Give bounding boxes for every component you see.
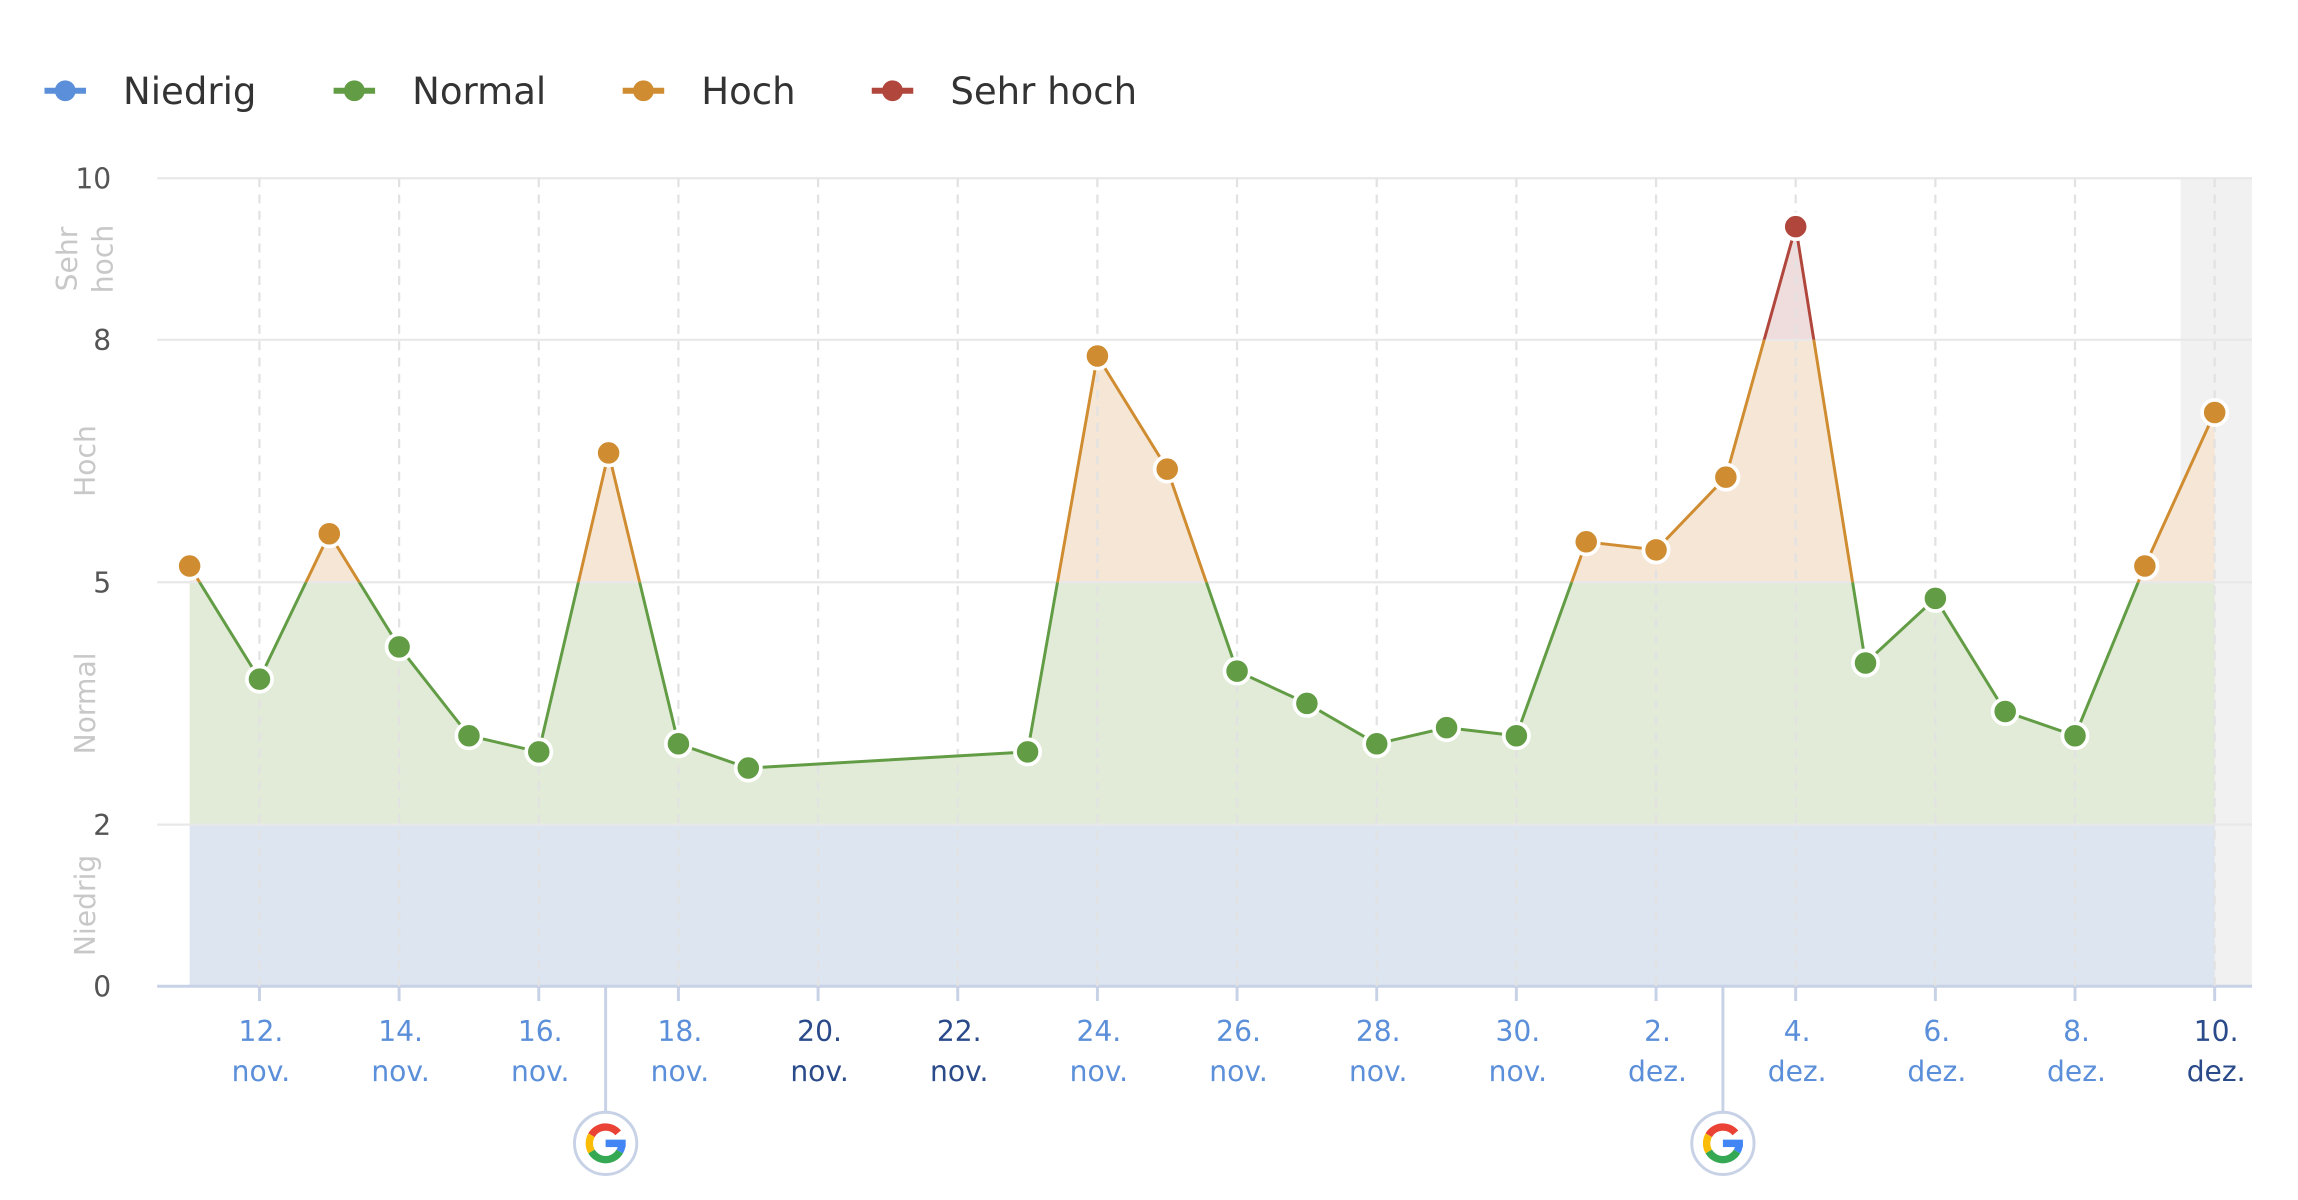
data-point-15-nov[interactable] (454, 721, 484, 751)
x-axis: 12. nov. 14. nov. 16. nov. 18. nov. 20. nov. 22. no… (232, 986, 2246, 1088)
grid (157, 177, 2253, 988)
x-tick-month: dez. (2187, 1055, 2246, 1088)
area-fill-sehr-hoch (1764, 226, 1814, 340)
data-point-11-nov[interactable] (175, 551, 205, 581)
google-update-marker[interactable] (1690, 986, 1756, 1176)
y-axis: 0 2 5 8 10 Niedrig Normal Hoch Sehr hoch (51, 163, 120, 1004)
y-tick-label: 8 (93, 324, 111, 357)
x-tick-month: nov. (1209, 1055, 1268, 1088)
x-tick-day: 14. (378, 1015, 423, 1048)
area-fill-niedrig (189, 824, 2215, 987)
legend-item-hoch[interactable]: Hoch (622, 70, 796, 113)
x-tick-month: nov. (511, 1055, 569, 1088)
y-tick-label: 10 (75, 163, 111, 196)
google-icon (585, 1123, 626, 1164)
data-point-9-dez[interactable] (2130, 551, 2160, 581)
google-update-markers (573, 986, 1756, 1176)
data-point-7-dez[interactable] (1990, 697, 2020, 726)
y-tick-label: 2 (93, 809, 111, 842)
x-tick-day: 2. (1644, 1015, 1671, 1048)
legend-item-niedrig[interactable]: Niedrig (44, 70, 256, 113)
data-point-3-dez[interactable] (1711, 462, 1741, 492)
data-point-24-nov[interactable] (1082, 341, 1112, 371)
band-axis-label: Niedrig (69, 855, 102, 956)
x-tick-month: nov. (930, 1055, 989, 1088)
y-tick-label: 5 (93, 567, 111, 600)
data-point-13-nov[interactable] (314, 519, 344, 549)
x-tick-day: 30. (1495, 1015, 1540, 1048)
band-axis-label: hoch (87, 225, 120, 293)
x-tick-day: 8. (2063, 1015, 2090, 1048)
legend: Niedrig Normal Hoch Sehr hoch (44, 70, 1137, 113)
x-tick-month: dez. (1628, 1055, 1687, 1088)
x-tick-month: nov. (790, 1055, 849, 1088)
data-point-30-nov[interactable] (1501, 721, 1531, 751)
legend-marker-icon (343, 80, 365, 102)
x-tick-month: nov. (232, 1055, 291, 1088)
x-tick-day: 18. (658, 1015, 703, 1048)
x-tick-day: 26. (1216, 1015, 1261, 1048)
data-point-16-nov[interactable] (524, 737, 554, 767)
data-point-14-nov[interactable] (384, 632, 414, 662)
data-point-18-nov[interactable] (663, 729, 693, 759)
legend-item-sehr-hoch[interactable]: Sehr hoch (871, 70, 1137, 113)
data-point-27-nov[interactable] (1292, 688, 1322, 718)
x-tick-day: 6. (1923, 1015, 1950, 1048)
legend-marker-icon (54, 80, 76, 102)
x-tick-day: 12. (239, 1015, 284, 1048)
x-tick-month: nov. (1070, 1055, 1129, 1088)
legend-label: Normal (412, 70, 546, 113)
marker-circle (573, 1110, 639, 1176)
data-points (175, 212, 2230, 783)
data-point-23-nov[interactable] (1013, 737, 1043, 767)
legend-label: Hoch (701, 70, 795, 113)
x-tick-month: nov. (1489, 1055, 1548, 1088)
band-axis-label: Sehr (51, 226, 84, 291)
band-axis-label: Hoch (69, 425, 102, 497)
area-fill-hoch (189, 339, 2215, 583)
x-tick-day: 16. (518, 1015, 563, 1048)
band-axis-label: Normal (69, 652, 102, 754)
data-point-28-nov[interactable] (1362, 729, 1392, 759)
data-point-26-nov[interactable] (1222, 656, 1252, 686)
data-point-12-nov[interactable] (244, 664, 274, 694)
data-point-17-nov[interactable] (594, 438, 624, 468)
x-tick-month: nov. (371, 1055, 430, 1088)
x-tick-day: 24. (1076, 1015, 1121, 1048)
x-tick-month: nov. (1349, 1055, 1408, 1088)
data-point-29-nov[interactable] (1432, 713, 1462, 743)
legend-marker-icon (882, 80, 903, 102)
x-tick-day: 20. (797, 1015, 842, 1048)
data-point-19-nov[interactable] (733, 753, 763, 783)
x-tick-month: dez. (2047, 1055, 2106, 1088)
area-fill-normal (189, 582, 2215, 825)
data-point-8-dez[interactable] (2060, 721, 2090, 751)
x-tick-month: dez. (1907, 1055, 1966, 1088)
x-tick-month: dez. (1768, 1055, 1827, 1088)
legend-label: Niedrig (123, 70, 256, 113)
area-fills (189, 226, 2215, 987)
data-point-6-dez[interactable] (1920, 583, 1950, 613)
data-point-4-dez[interactable] (1781, 212, 1811, 242)
x-tick-day: 22. (937, 1015, 982, 1048)
legend-marker-icon (633, 80, 654, 102)
x-tick-month: nov. (651, 1055, 710, 1088)
google-update-marker[interactable] (573, 986, 639, 1176)
y-tick-label: 0 (93, 971, 111, 1004)
google-icon (1702, 1123, 1743, 1164)
data-point-5-dez[interactable] (1851, 648, 1880, 678)
x-tick-day: 28. (1356, 1015, 1401, 1048)
legend-item-normal[interactable]: Normal (333, 70, 547, 113)
data-point-25-nov[interactable] (1152, 454, 1182, 484)
x-tick-day: 10. (2194, 1015, 2239, 1048)
data-point-2-dez[interactable] (1641, 535, 1671, 565)
legend-label: Sehr hoch (950, 70, 1137, 113)
x-tick-day: 4. (1784, 1015, 1811, 1048)
data-point-10-dez[interactable] (2200, 398, 2230, 427)
data-point-1-dez[interactable] (1571, 527, 1601, 557)
